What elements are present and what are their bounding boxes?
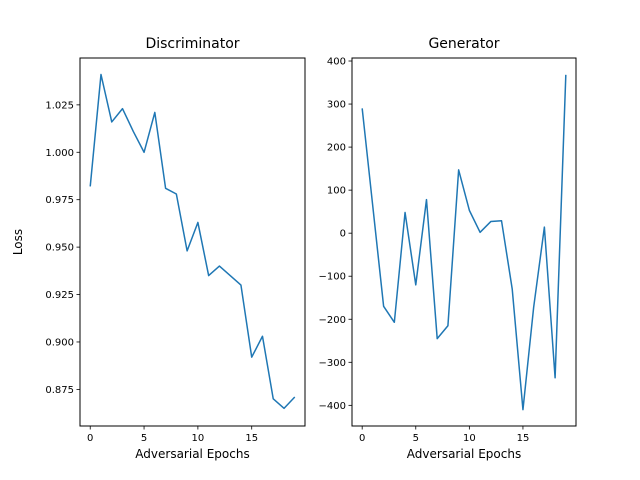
y-tick-label: 1.000: [45, 148, 74, 159]
y-tick-label: −100: [319, 272, 346, 283]
y-tick-label: −200: [319, 315, 346, 326]
y-tick-label: −400: [319, 401, 346, 412]
y-axis-label: Loss: [11, 229, 25, 255]
y-tick-label: 0.950: [45, 243, 74, 254]
panel-1: 0 5 10 15 0.875 0.900 0.925 0.950 0.975 1.000 1.02…: [11, 36, 306, 461]
y-tick-label: 0.925: [45, 290, 74, 301]
x-tick-label: 15: [245, 433, 258, 444]
y-tick-label: 300: [327, 100, 346, 111]
y-tick-label: 1.025: [45, 100, 74, 111]
x-tick-label: 0: [359, 433, 365, 444]
y-tick-label: −300: [319, 358, 346, 369]
plot-frame: [351, 57, 577, 427]
y-tick-label: 0: [340, 229, 346, 240]
panel-2: 0 5 10 15 −400 −300 −200 −100 0 100 200 300 400 Gener…: [319, 36, 577, 461]
x-tick-label: 5: [141, 433, 147, 444]
chart-title: Generator: [428, 36, 499, 52]
x-tick-label: 15: [517, 433, 530, 444]
x-tick-label: 5: [413, 433, 419, 444]
y-tick-label: 0.875: [45, 385, 74, 396]
x-tick-label: 10: [463, 433, 476, 444]
x-axis-label: Adversarial Epochs: [135, 447, 249, 461]
x-tick-label: 10: [192, 433, 205, 444]
y-tick-label: 100: [327, 186, 346, 197]
chart-title: Discriminator: [145, 36, 239, 52]
y-tick-label: 0.975: [45, 195, 74, 206]
y-tick-label: 0.900: [45, 337, 74, 348]
y-tick-label: 200: [327, 143, 346, 154]
series-line: [89, 73, 296, 410]
series-line: [361, 74, 567, 411]
plot-frame: [79, 57, 306, 427]
x-axis-label: Adversarial Epochs: [407, 447, 521, 461]
x-tick-label: 0: [87, 433, 93, 444]
y-tick-label: 400: [327, 57, 346, 68]
